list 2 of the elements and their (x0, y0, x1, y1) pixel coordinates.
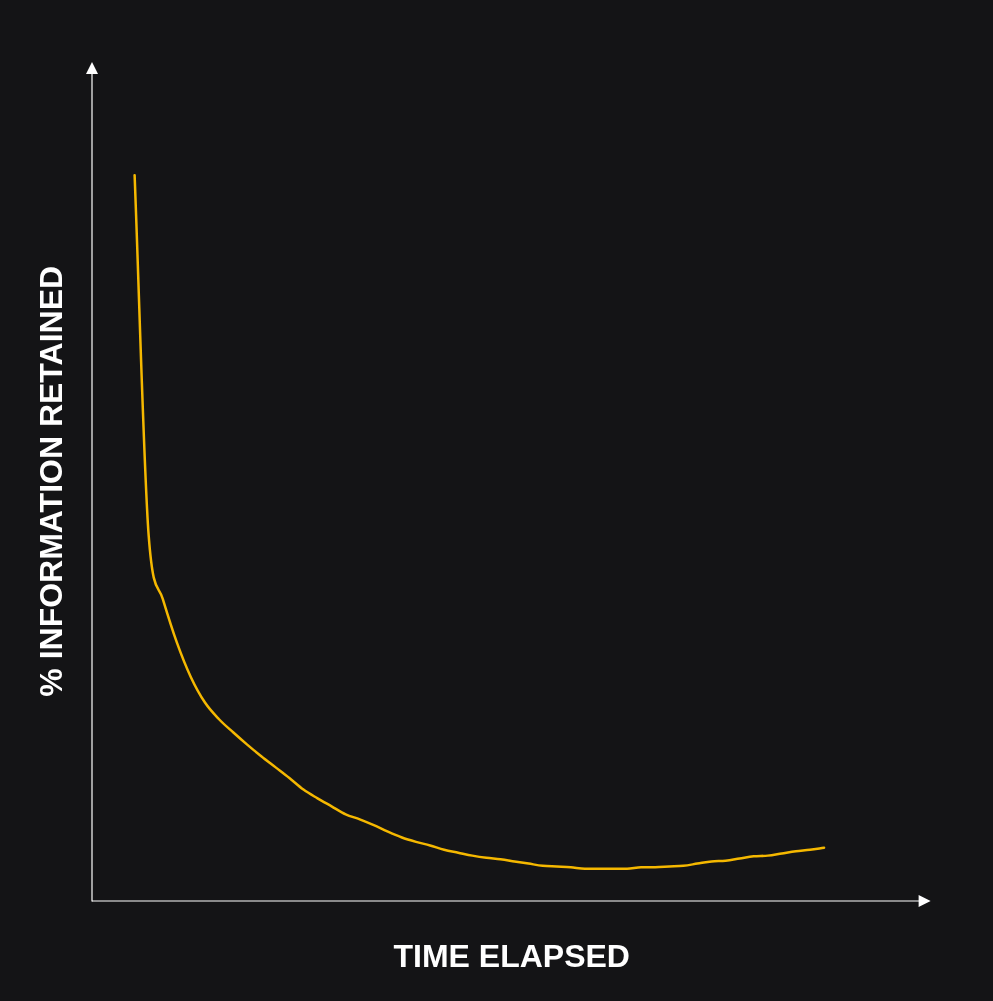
x-axis-title: TIME ELAPSED (393, 937, 630, 974)
y-axis-title: % INFORMATION RETAINED (33, 265, 70, 697)
